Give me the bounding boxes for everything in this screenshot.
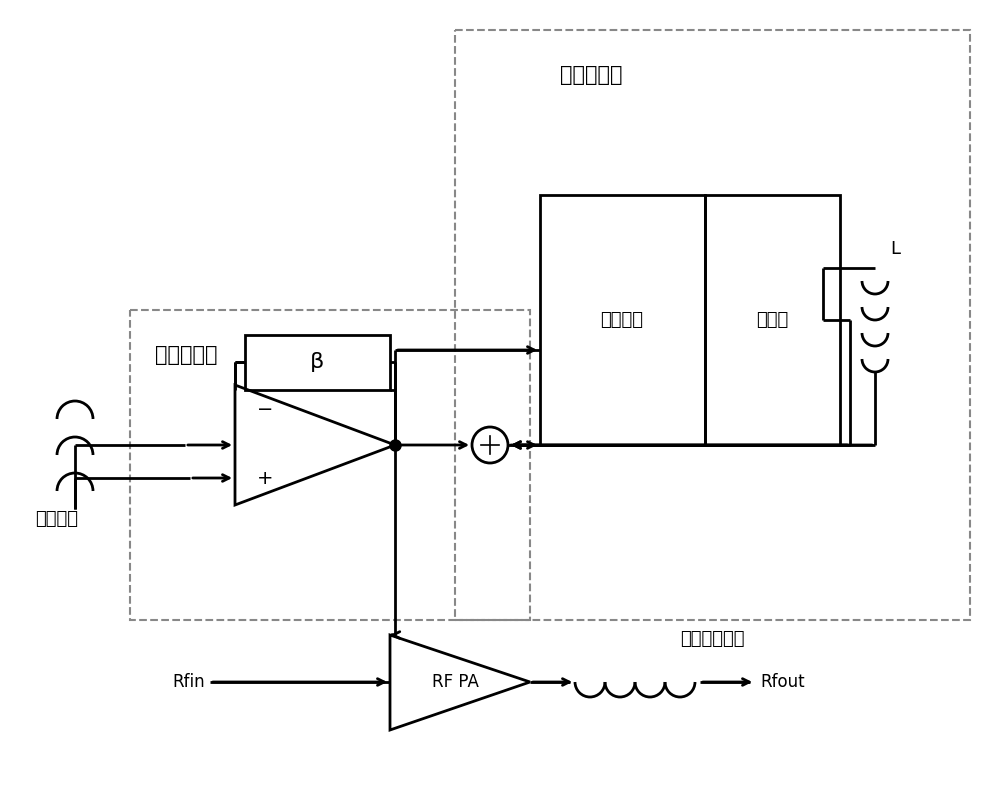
Text: L: L	[890, 240, 900, 258]
Text: 控制电路: 控制电路	[600, 311, 644, 329]
Bar	[455, 30, 970, 620]
Text: Rfin: Rfin	[172, 673, 205, 691]
Bar	[705, 195, 840, 445]
Text: RF PA: RF PA	[432, 673, 478, 691]
Text: 开关放大器: 开关放大器	[560, 65, 622, 85]
Text: −: −	[257, 400, 273, 419]
Text: 输出级: 输出级	[756, 311, 788, 329]
Text: 线性放大器: 线性放大器	[155, 345, 218, 365]
Text: 输入包络: 输入包络	[35, 510, 78, 528]
Bar	[245, 335, 390, 390]
Text: β: β	[310, 352, 324, 372]
Bar	[540, 195, 705, 445]
Bar	[130, 310, 530, 620]
Text: 输出调制电压: 输出调制电压	[680, 630, 744, 648]
Text: Rfout: Rfout	[760, 673, 805, 691]
Text: +: +	[257, 469, 273, 487]
